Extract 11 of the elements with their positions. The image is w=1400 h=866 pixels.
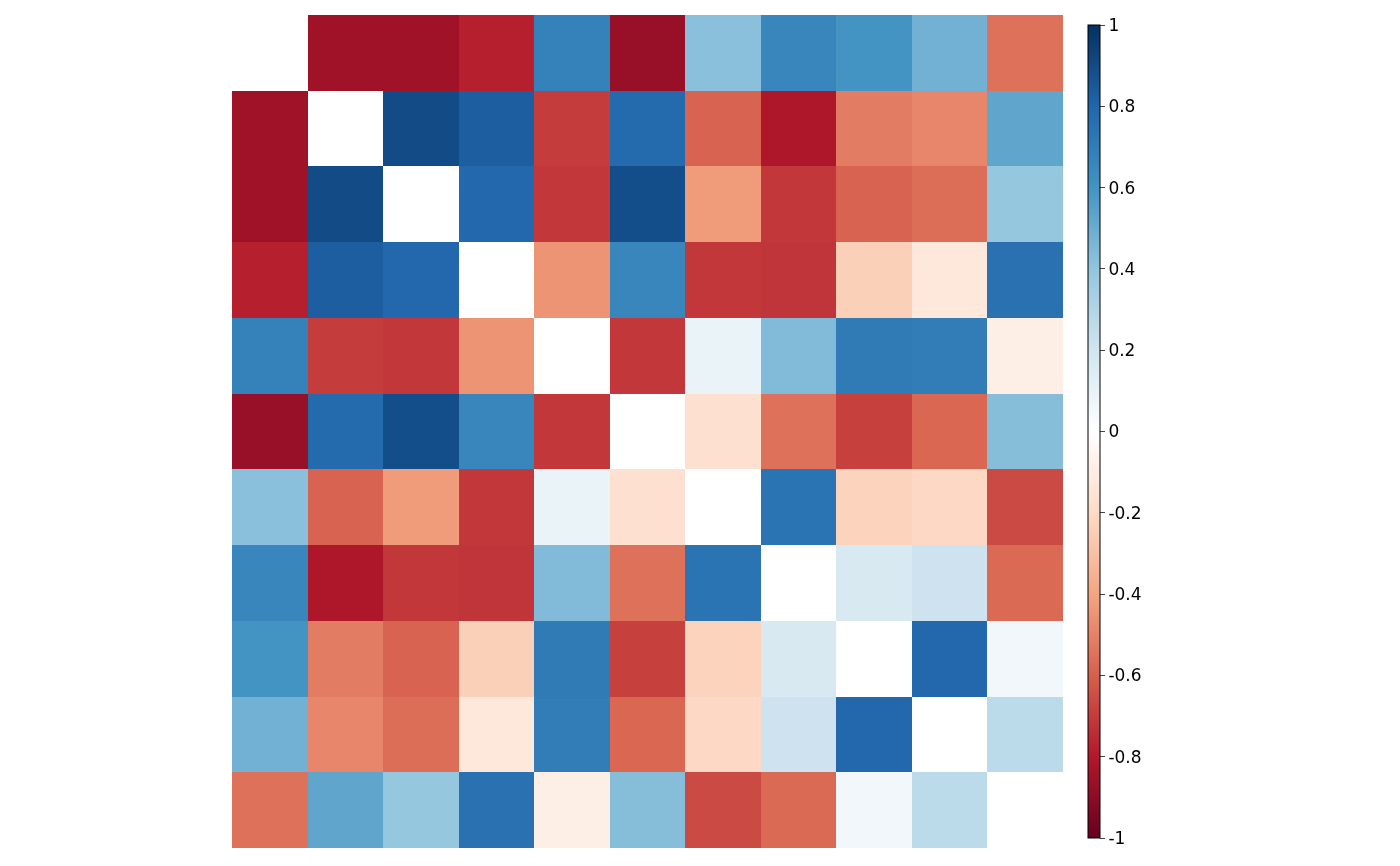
color-bar-label: 0.4 [1108,258,1136,279]
color-bar-label: -0.2 [1108,502,1142,523]
color-bar-label: -0.8 [1108,746,1142,767]
color-bar-label: -1 [1108,827,1126,848]
color-bar-label: 1 [1108,14,1120,35]
color-bar-label: -0.6 [1108,665,1142,686]
color-bar-label: 0.6 [1108,177,1136,198]
color-bar-label: 0 [1108,421,1120,442]
color-bar-label: 0.8 [1108,96,1136,117]
color-bar-label: 0.2 [1108,340,1136,361]
color-bar-label: -0.4 [1108,584,1142,605]
